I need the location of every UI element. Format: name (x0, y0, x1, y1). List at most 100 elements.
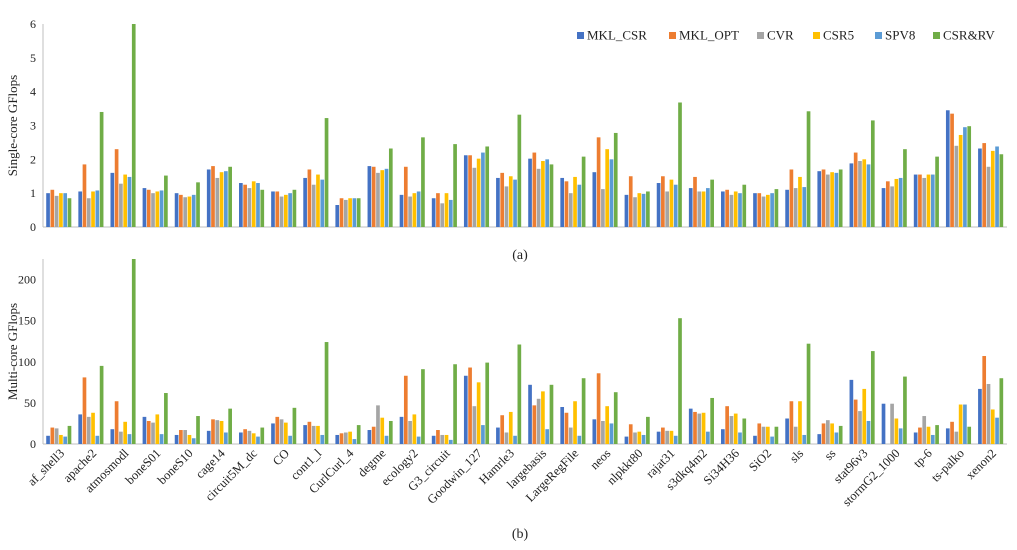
panel-a-bar (247, 188, 252, 227)
legend-label: SPV8 (885, 28, 915, 43)
panel-a-bar (834, 172, 839, 227)
panel-a-bar (448, 199, 453, 227)
category-label: boneS10 (155, 446, 196, 487)
panel-b-bar (292, 407, 297, 444)
panel-a-bar (849, 163, 854, 227)
panel-a-y-axis-title: Single-core GFlops (5, 75, 20, 176)
panel-b-bar (770, 436, 774, 444)
panel-a-bar (541, 161, 545, 227)
panel-b-bar (384, 435, 389, 444)
panel-a-bar (721, 191, 725, 227)
panel-a-bar (481, 152, 485, 227)
panel-a-bar (82, 164, 87, 227)
panel-a-bar (320, 179, 325, 227)
panel-a-bar (151, 193, 155, 227)
panel-b-bar (251, 433, 256, 444)
legend-label: MKL_OPT (679, 28, 739, 43)
panel-a-bar (155, 191, 160, 227)
panel-b-bar (416, 436, 421, 444)
panel-b-bar (866, 420, 871, 444)
panel-b-bar (549, 384, 554, 444)
panel-a-bar (592, 172, 597, 227)
panel-b-bar (206, 430, 211, 444)
panel-b-bar (99, 365, 104, 444)
panel-a-bar (63, 193, 68, 227)
panel-b-bar (802, 434, 807, 444)
panel-b-bar (757, 423, 762, 444)
panel-a-bar (757, 193, 762, 227)
panel-a-bar (549, 164, 554, 227)
panel-b-bar (399, 416, 404, 444)
category-label: Si34H36 (701, 446, 742, 487)
panel-b-bar (303, 425, 307, 444)
panel-b-bar (311, 425, 316, 444)
legend-swatch (669, 32, 676, 39)
panel-a-bar (496, 177, 500, 227)
panel-a-bar (114, 149, 119, 227)
panel-a-bar (688, 188, 693, 227)
panel-a-bar (770, 193, 774, 227)
panel-a-bar (376, 172, 380, 227)
panel-a-bar (288, 193, 292, 227)
panel-b-bar (403, 375, 408, 444)
panel-b-bar (63, 436, 68, 444)
legend-label: CSR5 (823, 28, 854, 43)
panel-a-bar (573, 176, 577, 227)
panel-a-bar (110, 172, 115, 227)
category-label: ss (822, 446, 839, 463)
panel-a-bar (954, 145, 959, 227)
panel-a-bar (753, 193, 757, 227)
panel-b-bar (380, 417, 385, 444)
panel-b-bar (463, 375, 468, 444)
panel-b-bar (830, 423, 834, 444)
panel-a-bar (560, 177, 565, 227)
panel-b-bar (348, 431, 352, 444)
panel-a-bar (380, 170, 385, 227)
panel-a-bar (67, 198, 72, 227)
panel-a-y-tick-label: 0 (30, 220, 36, 234)
panel-a-bar (46, 193, 50, 227)
panel-b-bar (958, 404, 963, 444)
panel-b-bar (669, 430, 674, 444)
panel-a-bar (853, 152, 858, 227)
panel-a-bar (468, 155, 472, 227)
panel-a-bar (693, 176, 697, 227)
panel-a-bar (825, 174, 830, 227)
panel-a-bar (119, 183, 123, 227)
panel-a-bar (388, 148, 393, 227)
panel-b-bar (605, 406, 610, 444)
panel-b-y-tick-label: 0 (30, 437, 36, 451)
legend-swatch (757, 32, 764, 39)
panel-b-bar (448, 439, 453, 444)
panel-b-bar (834, 432, 839, 444)
legend-swatch (933, 32, 940, 39)
panel-b-bar (119, 431, 123, 444)
panel-a-bar (324, 118, 329, 227)
panel-b-bar (978, 388, 982, 444)
panel-b-bar (710, 397, 714, 444)
panel-a-bar (605, 149, 610, 227)
panel-a-bar (950, 113, 954, 227)
panel-a-bar (179, 194, 183, 227)
panel-a-bar (239, 183, 243, 227)
panel-b-bar (789, 401, 794, 444)
panel-b-bar (517, 344, 522, 444)
panel-a-bar (206, 169, 211, 227)
panel-a-bar (164, 175, 168, 227)
panel-b-bar (224, 432, 228, 444)
panel-a-bar (793, 188, 798, 227)
panel-b-bar (568, 427, 573, 444)
panel-a-bar (256, 183, 260, 227)
panel-b-bar (453, 364, 457, 444)
panel-b-bar (693, 411, 697, 444)
panel-b-bar (541, 391, 545, 444)
panel-a-bar (367, 166, 372, 227)
panel-a-bar (416, 191, 421, 227)
panel-b-bar (701, 412, 706, 444)
panel-b-bar (228, 408, 232, 444)
panel-a-bar (830, 172, 834, 227)
panel-b-bar (316, 425, 320, 444)
panel-a-bar (624, 194, 629, 227)
panel-b-bar (412, 414, 417, 444)
